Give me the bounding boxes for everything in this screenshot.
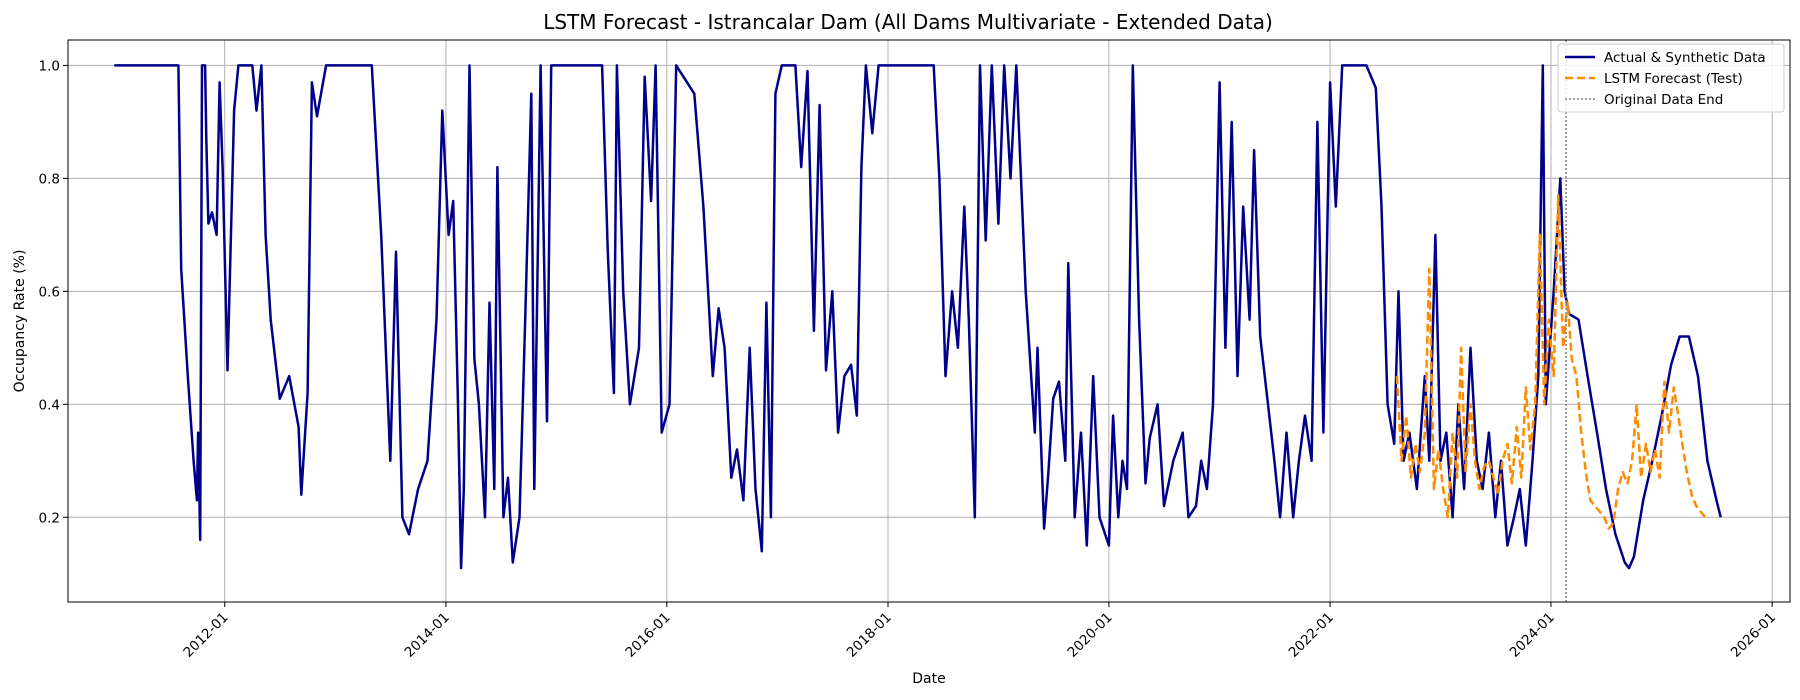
forecast-series-line: [1395, 194, 1707, 530]
series-layer: [114, 40, 1722, 602]
y-tick-label: 0.4: [39, 397, 60, 413]
legend-label-forecast: LSTM Forecast (Test): [1604, 71, 1743, 87]
legend-label-original-end: Original Data End: [1604, 92, 1723, 108]
plot-area-frame: [67, 39, 1791, 603]
legend-label-actual: Actual & Synthetic Data: [1604, 50, 1766, 66]
x-axis-label: Date: [912, 671, 945, 687]
chart-title: LSTM Forecast - Istrancalar Dam (All Dam…: [543, 10, 1273, 34]
y-tick-label: 1.0: [39, 58, 60, 74]
legend-box: [1557, 43, 1785, 113]
actual-series-line: [114, 64, 1722, 570]
y-axis-label: Occupancy Rate (%): [12, 250, 28, 393]
y-tick-label: 0.8: [39, 171, 60, 187]
legend: Actual & Synthetic Data LSTM Forecast (T…: [1557, 43, 1785, 113]
y-tick-label: 0.6: [39, 284, 60, 300]
y-tick-label: 0.2: [39, 510, 60, 526]
